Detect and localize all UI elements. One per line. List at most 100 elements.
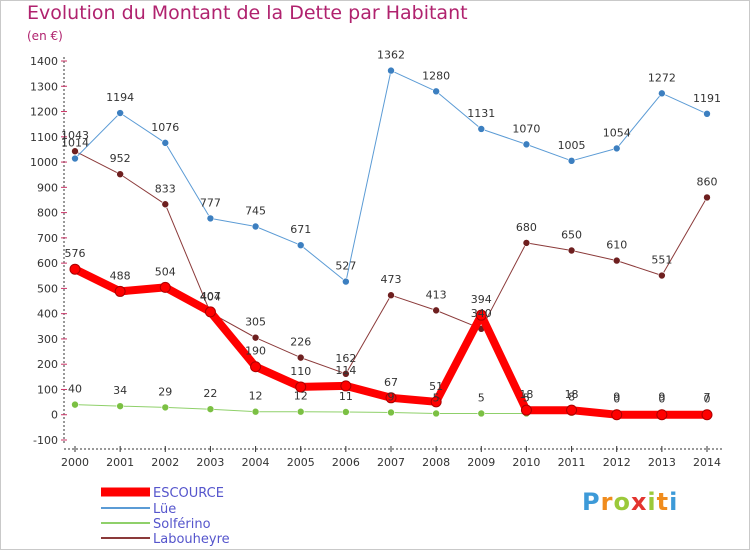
data-label: 680 — [516, 221, 537, 234]
data-label: 1054 — [603, 126, 631, 139]
proxiti-logo: Proxiti — [582, 488, 679, 516]
data-label: 0 — [704, 393, 711, 406]
data-point — [342, 370, 350, 378]
data-point — [161, 200, 170, 209]
data-point — [658, 89, 666, 98]
legend-label: Labouheyre — [153, 532, 230, 547]
data-point — [250, 361, 262, 373]
data-label: 407 — [200, 290, 221, 303]
data-point — [656, 409, 668, 421]
data-point — [475, 309, 487, 321]
legend-label: Lüe — [153, 502, 176, 517]
data-point — [206, 405, 215, 413]
data-point — [116, 109, 124, 117]
data-label: 190 — [245, 345, 266, 358]
data-label: 413 — [426, 288, 447, 301]
data-label: 1014 — [61, 137, 89, 150]
data-point — [612, 256, 621, 265]
data-point — [658, 271, 666, 280]
data-label: 9 — [658, 390, 665, 403]
data-point — [567, 246, 576, 255]
x-tick-label: 2013 — [648, 456, 676, 469]
x-tick-label: 2003 — [196, 456, 224, 469]
data-label: 12 — [249, 390, 263, 403]
data-point — [342, 408, 350, 416]
y-tick-label: 400 — [37, 308, 58, 321]
y-tick-label: 300 — [37, 333, 58, 346]
data-point — [69, 263, 81, 275]
data-label: 1070 — [512, 122, 540, 135]
y-tick-label: -100 — [33, 434, 58, 447]
data-label: 8 — [568, 391, 575, 404]
data-label: 162 — [335, 352, 356, 365]
y-tick-label: 1400 — [30, 55, 58, 68]
data-point — [159, 281, 171, 293]
data-point — [701, 409, 713, 421]
data-point — [116, 170, 124, 178]
data-point — [251, 222, 260, 231]
data-label: 1272 — [648, 71, 676, 84]
x-tick-label: 2010 — [512, 456, 540, 469]
data-point — [612, 144, 621, 153]
y-tick-label: 1300 — [30, 80, 58, 93]
y-tick-label: 1200 — [30, 106, 58, 119]
data-label: 671 — [290, 223, 311, 236]
data-point — [432, 87, 440, 96]
data-point — [387, 291, 395, 300]
data-point — [296, 241, 305, 249]
data-label: 527 — [335, 260, 356, 273]
x-tick-label: 2005 — [287, 456, 315, 469]
axes: -100010020030040050060070080090010001100… — [30, 55, 722, 469]
data-point — [114, 285, 126, 297]
data-point — [342, 277, 350, 286]
data-label: 9 — [388, 390, 395, 403]
data-label: 1076 — [151, 121, 179, 134]
data-label: 5 — [433, 391, 440, 404]
data-label: 67 — [384, 376, 398, 389]
data-point — [251, 333, 260, 342]
data-point — [161, 403, 170, 412]
data-label: 473 — [381, 273, 402, 286]
data-point — [703, 110, 711, 118]
data-label: 860 — [697, 175, 718, 188]
data-point — [387, 66, 395, 75]
data-label: 110 — [290, 365, 311, 378]
data-label: 952 — [110, 152, 131, 165]
data-label: 1191 — [693, 92, 721, 105]
data-point — [296, 353, 305, 362]
data-point — [204, 306, 216, 318]
y-tick-label: 200 — [37, 358, 58, 371]
data-point — [251, 407, 260, 416]
data-label: 9 — [613, 390, 620, 403]
legend-label: Solférino — [153, 517, 211, 532]
data-point — [387, 408, 395, 417]
data-point — [385, 392, 397, 404]
legend-label: ESCOURCE — [153, 486, 224, 501]
x-tick-label: 2006 — [332, 456, 360, 469]
data-label: 340 — [471, 307, 492, 320]
data-labels: 1043952833404305226162473413340680650610… — [61, 49, 721, 406]
data-point — [71, 147, 79, 156]
x-tick-label: 2008 — [422, 456, 450, 469]
data-point — [71, 154, 79, 163]
data-label: 7 — [704, 391, 711, 404]
data-point — [703, 193, 711, 202]
data-label: 1043 — [61, 129, 89, 142]
chart-title: Evolution du Montant de la Dette par Hab… — [27, 2, 468, 24]
data-label: 650 — [561, 229, 582, 242]
data-label: 404 — [200, 291, 221, 304]
data-label: 1362 — [377, 49, 405, 62]
data-label: 22 — [203, 387, 217, 400]
data-label: 1131 — [467, 107, 495, 120]
x-tick-label: 2014 — [693, 456, 721, 469]
data-point — [522, 140, 531, 149]
data-point — [340, 380, 352, 392]
y-tick-label: 800 — [37, 207, 58, 220]
data-point — [296, 407, 305, 416]
data-label: 5 — [478, 391, 485, 404]
data-label: 114 — [335, 364, 356, 377]
x-tick-label: 2001 — [106, 456, 134, 469]
data-label: 226 — [290, 336, 311, 349]
y-tick-label: 100 — [37, 383, 58, 396]
data-label: 610 — [606, 239, 627, 252]
